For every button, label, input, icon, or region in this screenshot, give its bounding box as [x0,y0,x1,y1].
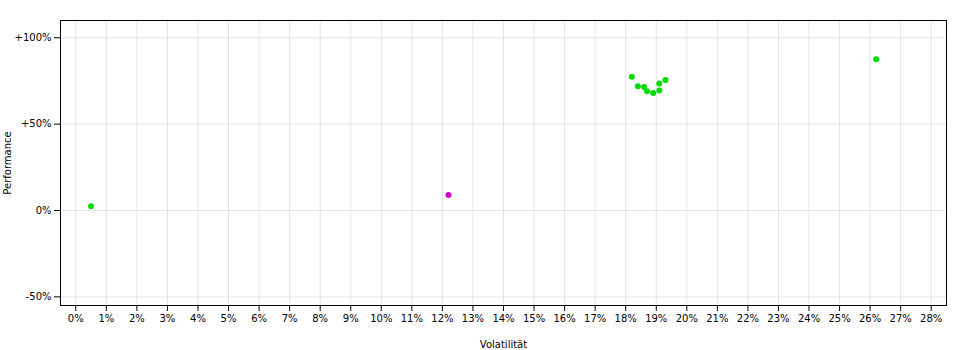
svg-text:18%: 18% [615,313,637,324]
svg-text:0%: 0% [36,205,52,216]
svg-text:26%: 26% [859,313,881,324]
svg-text:16%: 16% [553,313,575,324]
svg-text:10%: 10% [370,313,392,324]
svg-text:1%: 1% [98,313,114,324]
svg-text:+50%: +50% [21,118,52,129]
svg-text:15%: 15% [523,313,545,324]
svg-text:12%: 12% [431,313,453,324]
svg-text:27%: 27% [890,313,912,324]
svg-text:25%: 25% [828,313,850,324]
svg-text:28%: 28% [920,313,942,324]
svg-text:21%: 21% [706,313,728,324]
svg-text:0%: 0% [68,313,84,324]
svg-text:20%: 20% [676,313,698,324]
svg-text:9%: 9% [343,313,359,324]
svg-text:5%: 5% [221,313,237,324]
svg-text:-50%: -50% [26,291,52,302]
svg-text:23%: 23% [767,313,789,324]
svg-text:7%: 7% [282,313,298,324]
svg-text:3%: 3% [159,313,175,324]
svg-text:+100%: +100% [15,32,52,43]
svg-text:8%: 8% [312,313,328,324]
svg-text:Volatilität: Volatilität [480,339,527,350]
svg-text:6%: 6% [251,313,267,324]
svg-text:4%: 4% [190,313,206,324]
svg-text:13%: 13% [462,313,484,324]
svg-text:Performance: Performance [2,131,13,194]
svg-text:19%: 19% [645,313,667,324]
svg-text:24%: 24% [798,313,820,324]
svg-text:22%: 22% [737,313,759,324]
svg-text:11%: 11% [401,313,423,324]
svg-text:2%: 2% [129,313,145,324]
svg-text:14%: 14% [492,313,514,324]
svg-text:17%: 17% [584,313,606,324]
